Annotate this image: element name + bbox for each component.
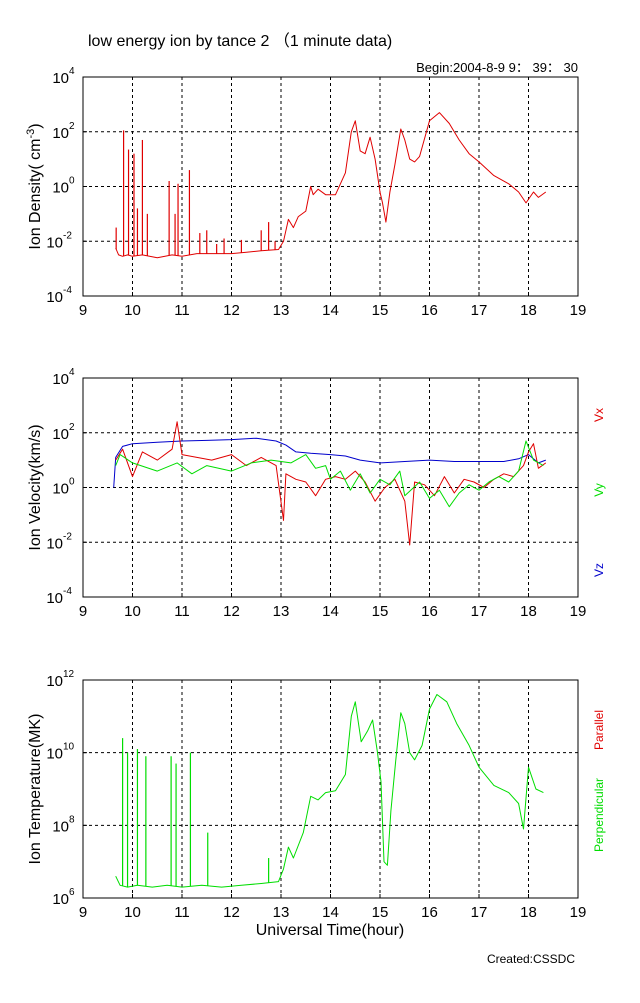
y-tick-label: 10 bbox=[52, 481, 69, 498]
x-tick-label: 15 bbox=[372, 904, 389, 921]
y-tick-exponent: 2 bbox=[69, 121, 75, 132]
y-tick-label: 10 bbox=[52, 818, 69, 835]
density-grid bbox=[83, 77, 578, 296]
vx-series-line bbox=[115, 421, 547, 546]
temperature-y-axis-label: Ion Temperature(MK) bbox=[27, 714, 44, 865]
x-tick-label: 14 bbox=[322, 904, 339, 921]
temperature-x-ticks: 9 10 11 12 13 14 15 16 17 18 19 bbox=[79, 894, 587, 921]
y-tick-exponent: -4 bbox=[63, 285, 72, 296]
created-by-label: Created:CSSDC bbox=[487, 952, 575, 966]
vy-series-line bbox=[115, 440, 544, 508]
series-series-line bbox=[115, 112, 547, 259]
x-tick-label: 19 bbox=[570, 302, 587, 319]
x-tick-label: 13 bbox=[273, 904, 290, 921]
velocity-plot-area bbox=[113, 421, 547, 546]
x-tick-label: 15 bbox=[372, 302, 389, 319]
x-tick-label: 10 bbox=[124, 904, 141, 921]
plot-clip-group bbox=[113, 421, 547, 546]
x-tick-label: 14 bbox=[322, 603, 339, 620]
y-tick-exponent: 8 bbox=[69, 814, 75, 825]
legend-vx: Vx bbox=[592, 408, 606, 422]
y-tick-exponent: 4 bbox=[69, 367, 75, 378]
x-tick-label: 18 bbox=[520, 603, 537, 620]
x-tick-label: 16 bbox=[421, 302, 438, 319]
y-tick-label: 10 bbox=[46, 673, 63, 690]
temperature-plot-area bbox=[115, 694, 544, 888]
plot-clip-group bbox=[115, 694, 544, 888]
x-tick-label: 17 bbox=[471, 603, 488, 620]
y-tick-label: 10 bbox=[46, 535, 63, 552]
y-tick-label: 10 bbox=[52, 70, 69, 87]
y-tick-label: 10 bbox=[46, 289, 63, 306]
x-tick-label: 15 bbox=[372, 603, 389, 620]
density-y-axis-label: Ion Density( cm-3) bbox=[25, 123, 44, 249]
legend-parallel: Parallel bbox=[592, 710, 606, 750]
x-tick-label: 16 bbox=[421, 904, 438, 921]
x-tick-label: 12 bbox=[223, 302, 240, 319]
x-tick-label: 11 bbox=[174, 904, 190, 921]
velocity-grid bbox=[83, 378, 578, 597]
x-tick-label: 12 bbox=[223, 603, 240, 620]
y-tick-exponent: 2 bbox=[69, 422, 75, 433]
x-tick-label: 9 bbox=[79, 603, 87, 620]
y-tick-exponent: 4 bbox=[69, 66, 75, 77]
legend-vy: Vy bbox=[592, 483, 606, 497]
temperature-grid bbox=[83, 680, 578, 898]
x-tick-label: 11 bbox=[174, 603, 190, 620]
y-tick-exponent: 10 bbox=[63, 742, 75, 753]
x-tick-label: 11 bbox=[174, 302, 190, 319]
temperature-legend: Parallel Perpendicular bbox=[592, 710, 606, 852]
vz-series-line bbox=[113, 437, 546, 488]
x-tick-label: 18 bbox=[520, 904, 537, 921]
x-tick-label: 10 bbox=[124, 302, 141, 319]
x-tick-label: 18 bbox=[520, 302, 537, 319]
x-axis-label: Universal Time(hour) bbox=[256, 922, 404, 939]
y-tick-exponent: 6 bbox=[69, 887, 75, 898]
density-plot-area bbox=[115, 112, 547, 259]
x-tick-label: 13 bbox=[273, 603, 290, 620]
y-tick-exponent: -2 bbox=[63, 230, 72, 241]
begin-time-label: Begin:2004-8-9 9： 39： 30 bbox=[416, 60, 578, 75]
figure-title: low energy ion by tance 2 （1 minute data… bbox=[88, 32, 392, 50]
velocity-x-ticks: 9 10 11 12 13 14 15 16 17 18 19 bbox=[79, 593, 587, 620]
y-tick-exponent: 0 bbox=[69, 176, 75, 187]
x-tick-label: 13 bbox=[273, 302, 290, 319]
y-tick-exponent: 0 bbox=[69, 477, 75, 488]
perpendicular-series-line bbox=[115, 694, 544, 888]
velocity-y-axis-label: Ion Velocity(km/s) bbox=[27, 424, 44, 550]
y-tick-exponent: -2 bbox=[63, 531, 72, 542]
y-tick-label: 10 bbox=[46, 234, 63, 251]
x-tick-label: 17 bbox=[471, 302, 488, 319]
x-tick-label: 9 bbox=[79, 904, 87, 921]
legend-perpendicular: Perpendicular bbox=[592, 778, 606, 852]
x-tick-label: 19 bbox=[570, 904, 587, 921]
x-tick-label: 9 bbox=[79, 302, 87, 319]
y-tick-label: 10 bbox=[46, 590, 63, 607]
y-tick-exponent: 12 bbox=[63, 669, 75, 680]
y-tick-label: 10 bbox=[46, 746, 63, 763]
x-tick-label: 19 bbox=[570, 603, 587, 620]
y-tick-label: 10 bbox=[52, 180, 69, 197]
x-tick-label: 14 bbox=[322, 302, 339, 319]
plot-clip-group bbox=[115, 112, 547, 259]
legend-vz: Vz bbox=[592, 563, 606, 577]
x-tick-label: 16 bbox=[421, 603, 438, 620]
y-tick-label: 10 bbox=[52, 371, 69, 388]
density-x-ticks: 9 10 11 12 13 14 15 16 17 18 19 bbox=[79, 292, 587, 319]
x-tick-label: 10 bbox=[124, 603, 141, 620]
y-tick-label: 10 bbox=[52, 891, 69, 908]
y-tick-label: 10 bbox=[52, 426, 69, 443]
x-tick-label: 17 bbox=[471, 904, 488, 921]
y-tick-label: 10 bbox=[52, 125, 69, 142]
x-tick-label: 12 bbox=[223, 904, 240, 921]
velocity-legend: Vx Vy Vz bbox=[592, 408, 606, 577]
y-tick-exponent: -4 bbox=[63, 586, 72, 597]
